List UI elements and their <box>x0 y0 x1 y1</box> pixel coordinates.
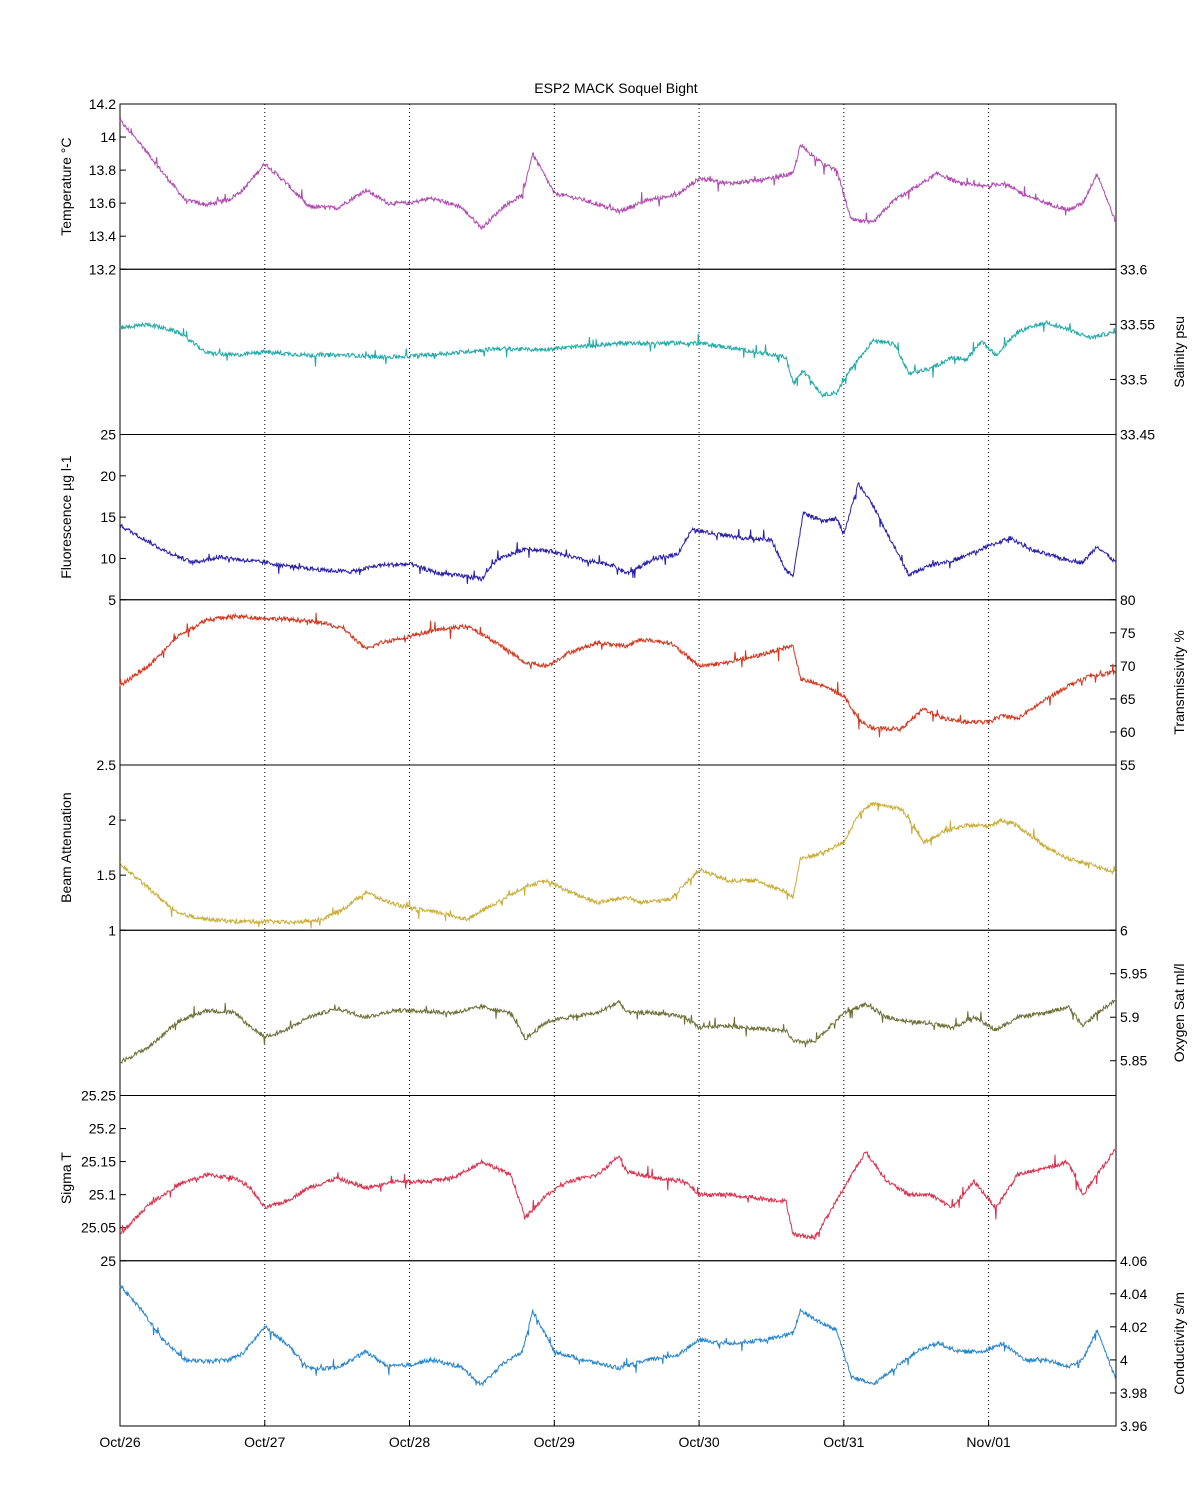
series-line-sigma_t <box>119 1148 1117 1241</box>
y-axis-label: Salinity psu <box>1171 316 1187 388</box>
panel-oxygen_sat: 5.85 5.9 5.95 6 Oxygen Sat ml/l <box>119 922 1187 1096</box>
y-tick-label: 25.15 <box>81 1154 116 1170</box>
y-tick-label: 13.4 <box>89 228 116 244</box>
vertical-date-gridlines <box>264 104 990 1426</box>
y-tick-label: 5.85 <box>1120 1053 1147 1069</box>
y-tick-label: 2 <box>108 812 116 828</box>
y-axis-label: Conductivity s/m <box>1171 1292 1187 1395</box>
y-tick-label: 4.02 <box>1120 1319 1147 1335</box>
y-axis-label: Sigma T <box>58 1152 74 1204</box>
y-tick-label: 4.06 <box>1120 1253 1147 1269</box>
series-line-temperature <box>119 117 1117 231</box>
panel-beam_attenuation: 1 1.5 2 2.5 Beam Attenuation <box>58 757 1117 938</box>
y-tick-label: 55 <box>1120 757 1136 773</box>
y-tick-label: 25 <box>100 427 116 443</box>
series-line-salinity <box>119 320 1116 399</box>
y-axis-label: Temperature °C <box>58 138 74 236</box>
panel-frame <box>119 1260 1117 1427</box>
y-tick-label: 5 <box>108 592 116 608</box>
series-line-oxygen_sat <box>119 998 1117 1064</box>
y-axis-label: Beam Attenuation <box>58 792 74 903</box>
y-tick-label: 14.2 <box>89 96 116 112</box>
y-tick-label: 65 <box>1120 691 1136 707</box>
figure-title: ESP2 MACK Soquel Bight <box>534 80 698 96</box>
series-line-fluorescence <box>119 482 1117 585</box>
y-tick-label: 10 <box>100 550 116 566</box>
series-line-transmissivity <box>119 612 1117 738</box>
x-tick-label: Oct/31 <box>823 1434 864 1450</box>
y-tick-label: 2.5 <box>97 757 117 773</box>
x-tick-label: Oct/28 <box>389 1434 430 1450</box>
y-tick-label: 75 <box>1120 625 1136 641</box>
y-tick-label: 6 <box>1120 922 1128 938</box>
y-tick-label: 25.1 <box>89 1187 116 1203</box>
y-tick-label: 1.5 <box>97 867 117 883</box>
y-tick-label: 3.98 <box>1120 1385 1147 1401</box>
x-tick-label: Oct/30 <box>678 1434 719 1450</box>
x-axis-ticks: Oct/26 Oct/27 Oct/28 Oct/29 Oct/30 Oct/31 Nov/… <box>99 1420 1011 1450</box>
panel-temperature: 13.2 13.4 13.6 13.8 14 14.2 Temperature °C <box>58 96 1117 277</box>
y-tick-label: 33.6 <box>1120 261 1147 277</box>
y-tick-label: 33.55 <box>1120 316 1155 332</box>
y-tick-label: 25.05 <box>81 1220 116 1236</box>
x-tick-label: Nov/01 <box>966 1434 1011 1450</box>
y-tick-label: 13.6 <box>89 195 116 211</box>
y-tick-label: 14 <box>100 129 116 145</box>
y-tick-label: 4.04 <box>1120 1286 1147 1302</box>
y-tick-label: 3.96 <box>1120 1418 1147 1434</box>
y-tick-label: 5.95 <box>1120 966 1147 982</box>
y-tick-label: 25.2 <box>89 1121 116 1137</box>
y-tick-label: 25.25 <box>81 1088 116 1104</box>
y-tick-label: 33.5 <box>1120 371 1147 387</box>
x-tick-label: Oct/29 <box>534 1434 575 1450</box>
x-tick-label: Oct/26 <box>99 1434 140 1450</box>
y-tick-label: 1 <box>108 922 116 938</box>
y-axis-label: Transmissivity % <box>1171 630 1187 735</box>
y-tick-label: 13.8 <box>89 162 116 178</box>
y-tick-label: 13.2 <box>89 261 116 277</box>
series-line-beam_attenuation <box>119 801 1116 929</box>
y-tick-label: 15 <box>100 509 116 525</box>
y-tick-label: 20 <box>100 468 116 484</box>
y-axis-label: Oxygen Sat ml/l <box>1171 963 1187 1062</box>
x-tick-label: Oct/27 <box>244 1434 285 1450</box>
y-tick-label: 33.45 <box>1120 427 1155 443</box>
y-axis-label: Fluorescence µg l-1 <box>58 455 74 578</box>
series-line-conductivity <box>119 1284 1117 1387</box>
y-tick-label: 70 <box>1120 658 1136 674</box>
y-tick-label: 60 <box>1120 724 1136 740</box>
y-tick-label: 80 <box>1120 592 1136 608</box>
y-tick-label: 4 <box>1120 1352 1128 1368</box>
y-tick-label: 5.9 <box>1120 1009 1140 1025</box>
panel-conductivity: 3.96 3.98 4 4.02 4.04 4.06 Conductivity s/m <box>119 1253 1187 1434</box>
y-tick-label: 25 <box>100 1253 116 1269</box>
